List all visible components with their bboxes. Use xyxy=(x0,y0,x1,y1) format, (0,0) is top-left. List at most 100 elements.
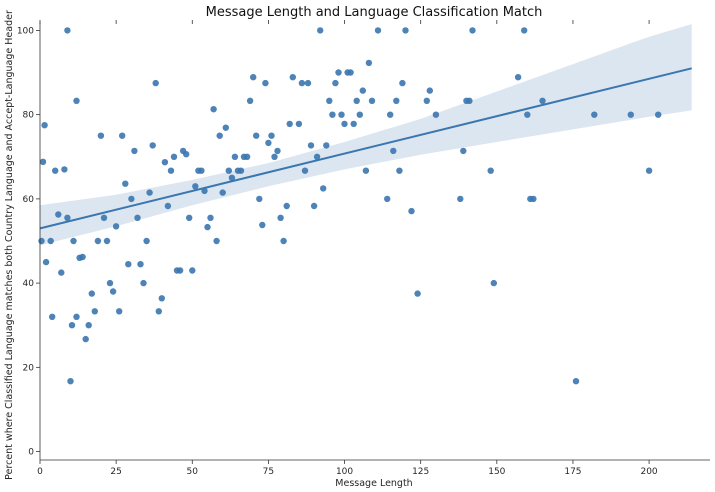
data-point xyxy=(655,111,662,118)
data-point xyxy=(228,174,236,181)
data-point xyxy=(210,106,217,113)
data-point xyxy=(73,97,80,105)
data-point xyxy=(97,132,105,139)
data-point xyxy=(85,322,92,329)
x-tick-label: 175 xyxy=(564,467,581,477)
data-point xyxy=(134,214,141,221)
data-point xyxy=(368,97,376,105)
data-point xyxy=(310,202,318,210)
chart-title: Message Length and Language Classificati… xyxy=(206,5,543,20)
data-point xyxy=(109,288,117,295)
data-point xyxy=(487,167,494,174)
data-point xyxy=(329,111,336,118)
y-tick-label: 0 xyxy=(28,448,34,458)
data-point xyxy=(94,237,102,245)
data-point xyxy=(149,142,156,149)
data-point xyxy=(332,79,339,87)
data-point xyxy=(106,279,114,287)
data-point xyxy=(222,124,229,131)
data-point xyxy=(317,27,324,34)
data-point xyxy=(116,308,123,315)
data-point xyxy=(414,290,421,297)
data-point xyxy=(286,120,293,128)
data-point xyxy=(356,111,363,118)
data-point xyxy=(268,132,275,139)
data-point xyxy=(140,279,147,287)
data-point xyxy=(42,258,50,266)
data-point xyxy=(192,183,199,190)
x-tick-label: 75 xyxy=(263,467,274,477)
axes-layer: 0 25 50 75 100 125 150 175 200 0 20 40 60 80 100 xyxy=(17,20,710,477)
data-point xyxy=(277,214,284,221)
data-point xyxy=(460,147,467,155)
data-point xyxy=(393,97,400,105)
data-point xyxy=(158,295,165,302)
data-point xyxy=(213,237,220,245)
data-point xyxy=(280,237,287,245)
data-point xyxy=(170,153,178,160)
x-tick-label: 25 xyxy=(110,467,121,477)
regression-line-layer xyxy=(39,67,692,230)
data-point xyxy=(347,69,354,76)
data-point xyxy=(572,378,580,385)
data-point xyxy=(216,132,223,139)
data-point xyxy=(112,223,120,230)
data-point xyxy=(539,97,546,105)
x-tick-label: 150 xyxy=(488,467,505,477)
data-point xyxy=(432,111,440,118)
data-point xyxy=(67,378,74,385)
data-point xyxy=(55,211,62,218)
data-point xyxy=(335,69,342,76)
regression-line xyxy=(39,67,692,230)
data-point xyxy=(253,132,260,139)
data-point xyxy=(246,97,254,105)
data-point xyxy=(91,308,99,315)
data-point xyxy=(152,79,159,87)
x-tick-label: 50 xyxy=(187,467,199,477)
data-point xyxy=(627,111,634,118)
data-point xyxy=(265,139,272,147)
data-point xyxy=(79,253,86,261)
y-tick-label: 60 xyxy=(23,195,35,205)
data-point xyxy=(524,111,531,118)
data-point xyxy=(530,195,537,203)
data-point xyxy=(176,267,184,274)
data-point xyxy=(119,132,126,139)
data-point xyxy=(164,202,172,210)
data-point xyxy=(365,59,373,67)
data-point xyxy=(283,202,290,210)
data-point xyxy=(262,79,269,87)
data-point xyxy=(402,27,409,34)
data-point xyxy=(131,147,138,155)
data-point xyxy=(326,97,333,105)
data-point xyxy=(396,167,403,174)
data-point xyxy=(469,27,476,34)
confidence-band xyxy=(40,24,692,246)
data-point xyxy=(295,120,303,128)
data-point xyxy=(204,223,211,231)
data-point xyxy=(362,167,370,174)
data-point xyxy=(128,195,135,203)
data-point xyxy=(301,167,309,174)
confidence-band-layer xyxy=(40,24,692,246)
data-point xyxy=(320,185,327,192)
data-point xyxy=(58,269,65,276)
data-point xyxy=(341,120,348,128)
data-point xyxy=(167,167,175,174)
data-point xyxy=(237,167,245,174)
data-point xyxy=(350,120,357,128)
y-tick-label: 100 xyxy=(17,26,34,36)
data-point xyxy=(271,153,278,160)
data-point xyxy=(399,79,406,87)
data-point xyxy=(243,153,251,160)
data-point xyxy=(423,97,430,105)
data-point xyxy=(250,74,257,81)
data-point xyxy=(645,167,653,174)
data-point xyxy=(189,267,196,274)
data-point xyxy=(39,158,47,165)
data-point xyxy=(514,74,522,81)
data-point xyxy=(137,261,144,268)
data-point xyxy=(289,74,296,81)
data-point xyxy=(338,111,345,118)
